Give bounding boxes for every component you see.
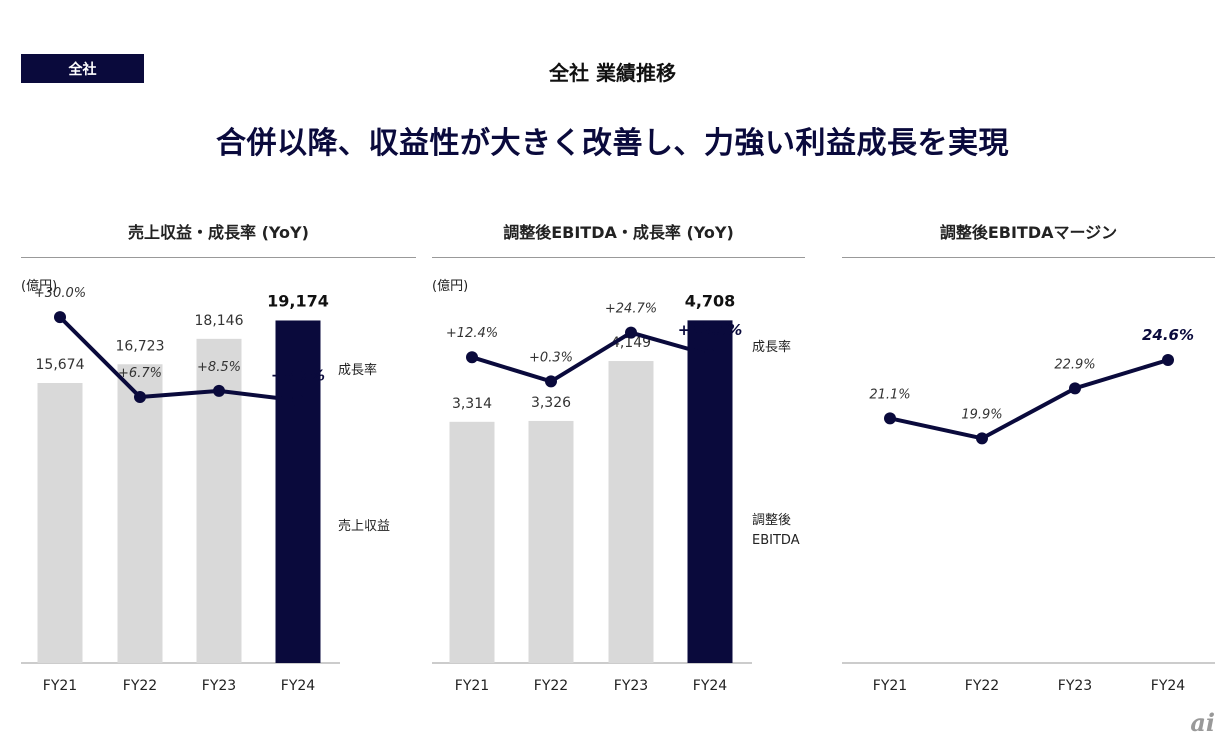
margin-category-label: FY21 bbox=[873, 678, 907, 694]
revenue-bar bbox=[275, 320, 321, 663]
margin-line-point bbox=[1162, 354, 1174, 366]
ebitda-line-legend: 成長率 bbox=[752, 339, 791, 355]
revenue-line-value-label: +5.7% bbox=[271, 366, 325, 384]
revenue-unit-label: (億円) bbox=[21, 279, 58, 294]
revenue-bar bbox=[37, 383, 83, 663]
revenue-bar-value-label: 15,674 bbox=[36, 357, 85, 373]
revenue-line-legend: 成長率 bbox=[338, 362, 377, 378]
revenue-line-point bbox=[292, 394, 304, 407]
revenue-line-point bbox=[134, 391, 146, 404]
margin-category-label: FY22 bbox=[965, 678, 999, 694]
margin-category-label: FY23 bbox=[1058, 678, 1092, 694]
margin-line-point bbox=[884, 412, 896, 425]
revenue-category-label: FY21 bbox=[43, 678, 77, 694]
ebitda-bar-value-label: 4,708 bbox=[685, 291, 736, 310]
revenue-line-point bbox=[54, 311, 66, 324]
margin-line-value-label: 19.9% bbox=[961, 407, 1002, 422]
margin-line-value-label: 24.6% bbox=[1142, 326, 1194, 344]
margin-line-point bbox=[976, 432, 988, 445]
ebitda-bar-value-label: 3,314 bbox=[452, 396, 492, 412]
revenue-category-label: FY24 bbox=[281, 678, 316, 694]
revenue-chart: FY21 FY22 FY23 FY24 15,674 16,723 18,146 19,174… bbox=[21, 286, 390, 694]
ebitda-line-point bbox=[625, 326, 637, 339]
revenue-bar bbox=[117, 364, 163, 663]
margin-title-rule bbox=[842, 257, 1215, 258]
revenue-bar-value-label: 18,146 bbox=[195, 313, 244, 329]
revenue-bar-value-label: 16,723 bbox=[116, 338, 165, 354]
ebitda-line bbox=[471, 330, 711, 384]
ebitda-title-rule bbox=[432, 257, 805, 258]
ebitda-line-value-label: +13.5% bbox=[678, 321, 743, 339]
margin-line-value-label: 21.1% bbox=[869, 387, 910, 402]
revenue-bar-legend: 売上収益 bbox=[338, 518, 390, 534]
ebitda-chart-title: 調整後EBITDA・成長率 (YoY) bbox=[503, 223, 734, 242]
revenue-category-label: FY22 bbox=[123, 678, 157, 694]
ebitda-line-point bbox=[704, 349, 716, 361]
ebitda-line-point bbox=[466, 351, 478, 364]
revenue-bar-value-label: 19,174 bbox=[267, 291, 329, 310]
revenue-category-label: FY23 bbox=[202, 678, 236, 694]
margin-line-point bbox=[1069, 382, 1081, 395]
ebitda-bar bbox=[449, 421, 495, 663]
ebitda-bar bbox=[687, 320, 733, 663]
ebitda-line-value-label: +0.3% bbox=[529, 350, 573, 365]
revenue-line-value-label: +8.5% bbox=[197, 360, 241, 375]
margin-chart: FY21 FY22 FY23 FY24 21.1% 19.9% 22.9% 24.6% bbox=[842, 326, 1215, 694]
ebitda-category-label: FY21 bbox=[455, 678, 489, 694]
page-title: 全社 業績推移 bbox=[549, 61, 676, 85]
ebitda-bar bbox=[528, 420, 574, 663]
ebitda-line-point bbox=[545, 375, 557, 388]
revenue-line-value-label: +6.7% bbox=[118, 366, 162, 381]
margin-category-label: FY24 bbox=[1151, 678, 1186, 694]
revenue-line-value-label: +30.0% bbox=[34, 286, 86, 301]
margin-line-value-label: 22.9% bbox=[1054, 357, 1095, 372]
ebitda-bar-value-label: 3,326 bbox=[531, 395, 571, 411]
ebitda-category-label: FY24 bbox=[693, 678, 728, 694]
ebitda-category-label: FY23 bbox=[614, 678, 648, 694]
revenue-title-rule bbox=[21, 257, 416, 258]
margin-chart-title: 調整後EBITDAマージン bbox=[939, 223, 1118, 242]
section-badge: 全社 bbox=[21, 54, 144, 83]
ebitda-bar-legend: 調整後 EBITDA bbox=[752, 513, 800, 548]
revenue-chart-title: 売上収益・成長率 (YoY) bbox=[128, 223, 309, 242]
ebitda-bar bbox=[608, 361, 654, 663]
revenue-line bbox=[58, 315, 299, 403]
margin-line bbox=[889, 358, 1169, 441]
ebitda-unit-label: (億円) bbox=[432, 279, 469, 294]
logo: ai bbox=[1190, 708, 1215, 737]
ebitda-category-label: FY22 bbox=[534, 678, 568, 694]
revenue-line-point bbox=[213, 384, 225, 397]
ebitda-line-value-label: +12.4% bbox=[446, 326, 498, 341]
headline: 合併以降、収益性が大きく改善し、力強い利益成長を実現 bbox=[216, 126, 1009, 161]
ebitda-line-value-label: +24.7% bbox=[605, 302, 657, 317]
